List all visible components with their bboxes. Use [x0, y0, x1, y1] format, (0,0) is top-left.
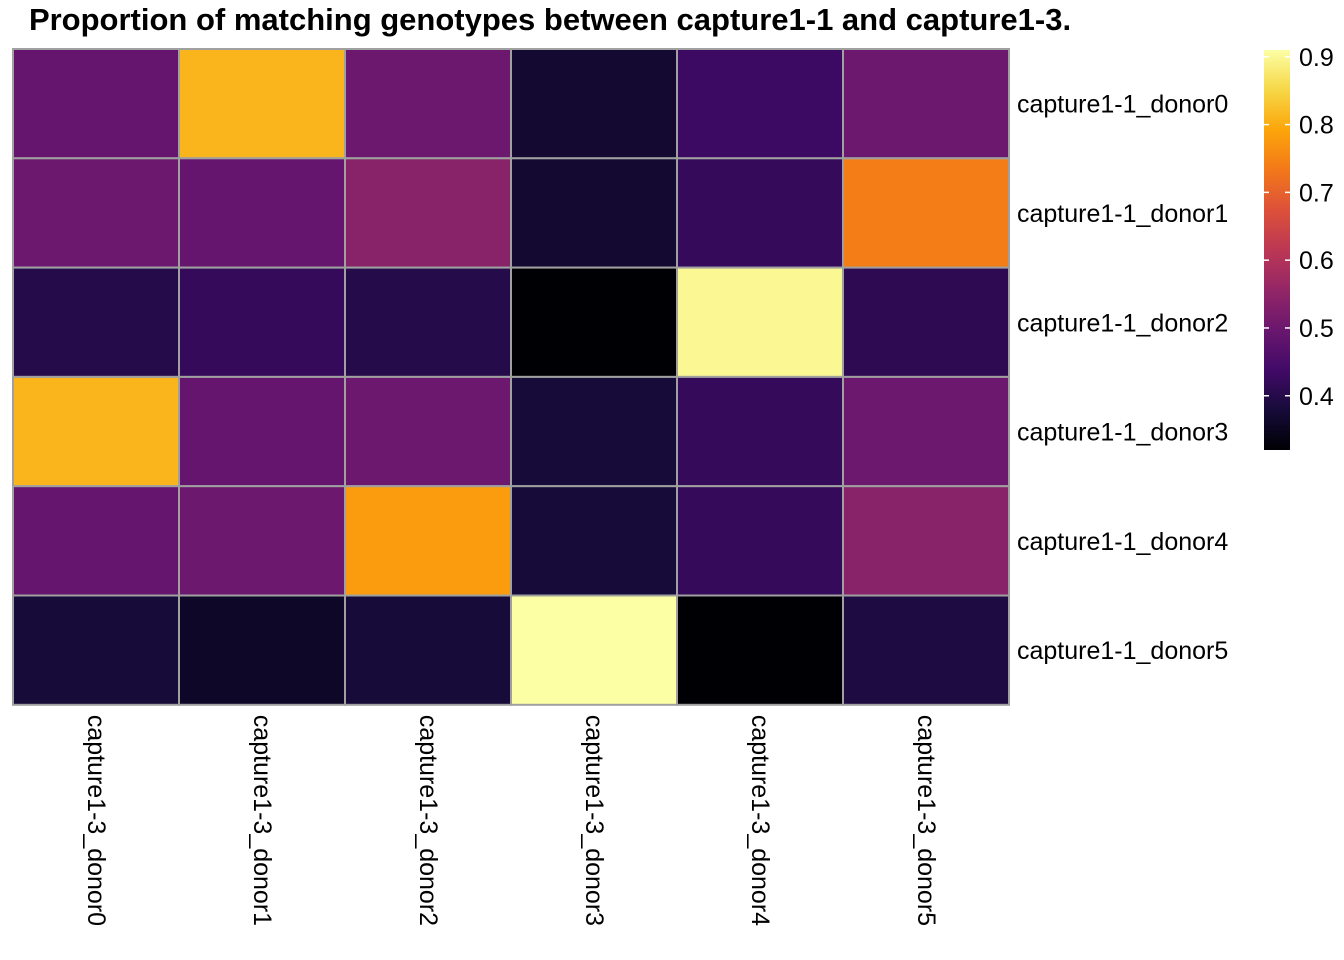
heatmap-cell-r2-c3 — [510, 266, 678, 378]
heatmap-cell-r4-c5 — [842, 485, 1010, 597]
heatmap-cell-r1-c4 — [676, 157, 844, 269]
heatmap-cell-r0-c2 — [344, 48, 512, 160]
row-label: capture1-1_donor2 — [1017, 309, 1228, 337]
row-label: capture1-1_donor3 — [1017, 419, 1228, 447]
heatmap-cell-r2-c0 — [12, 266, 180, 378]
row-label: capture1-1_donor4 — [1017, 528, 1228, 556]
column-labels: capture1-3_donor0 capture1-3_donor1 captur… — [82, 715, 940, 926]
colorbar-tick-label: 0.6 — [1299, 247, 1334, 275]
row-label: capture1-1_donor0 — [1017, 91, 1228, 119]
heatmap-cell-r0-c0 — [12, 48, 180, 160]
row-label: capture1-1_donor5 — [1017, 637, 1228, 665]
heatmap-cell-r1-c2 — [344, 157, 512, 269]
colorbar-tick-label: 0.9 — [1299, 44, 1334, 72]
chart-title: Proportion of matching genotypes between… — [29, 2, 1071, 37]
colorbar-gradient — [1264, 50, 1290, 450]
colorbar-tick-label: 0.4 — [1299, 383, 1334, 411]
heatmap-cells — [12, 48, 1010, 706]
heatmap-cell-r2-c1 — [178, 266, 346, 378]
heatmap-cell-r5-c1 — [178, 594, 346, 706]
heatmap-cell-r4-c1 — [178, 485, 346, 597]
heatmap-cell-r5-c3 — [510, 594, 678, 706]
heatmap-cell-r0-c5 — [842, 48, 1010, 160]
heatmap-cell-r4-c2 — [344, 485, 512, 597]
heatmap-cell-r0-c1 — [178, 48, 346, 160]
heatmap-cell-r2-c2 — [344, 266, 512, 378]
column-label: capture1-3_donor2 — [414, 715, 442, 926]
heatmap-cell-r4-c3 — [510, 485, 678, 597]
column-label: capture1-3_donor1 — [248, 715, 276, 926]
row-labels: capture1-1_donor0 capture1-1_donor1captur… — [1017, 91, 1228, 666]
column-label: capture1-3_donor0 — [82, 715, 110, 926]
heatmap-cell-r3-c2 — [344, 375, 512, 488]
row-label: capture1-1_donor1 — [1017, 200, 1228, 228]
heatmap-cell-r5-c5 — [842, 594, 1010, 706]
heatmap-cell-r4-c0 — [12, 485, 180, 597]
heatmap-cell-r5-c0 — [12, 594, 180, 706]
heatmap-cell-r3-c0 — [12, 375, 180, 488]
heatmap-cell-r3-c3 — [510, 375, 678, 488]
column-label: capture1-3_donor3 — [580, 715, 608, 926]
heatmap-cell-r3-c1 — [178, 375, 346, 488]
column-label: capture1-3_donor5 — [912, 715, 940, 926]
heatmap-cell-r0-c4 — [676, 48, 844, 160]
colorbar-tick-label: 0.5 — [1299, 315, 1334, 343]
colorbar-tick-label: 0.7 — [1299, 179, 1334, 207]
heatmap-cell-r5-c4 — [676, 594, 844, 706]
heatmap-cell-r5-c2 — [344, 594, 512, 706]
colorbar: 0.9 0.8 0.7 0.6 0.5 0.4 — [1264, 44, 1334, 450]
heatmap-cell-r2-c5 — [842, 266, 1010, 378]
heatmap-cell-r3-c5 — [842, 375, 1010, 488]
column-label: capture1-3_donor4 — [746, 715, 774, 926]
heatmap-cell-r1-c1 — [178, 157, 346, 269]
colorbar-tick-label: 0.8 — [1299, 112, 1334, 140]
heatmap-cell-r0-c3 — [510, 48, 678, 160]
heatmap-cell-r1-c5 — [842, 157, 1010, 269]
heatmap-cell-r1-c0 — [12, 157, 180, 269]
heatmap-cell-r1-c3 — [510, 157, 678, 269]
heatmap-cell-r4-c4 — [676, 485, 844, 597]
heatmap-cell-r2-c4 — [676, 266, 844, 378]
heatmap-cell-r3-c4 — [676, 375, 844, 488]
